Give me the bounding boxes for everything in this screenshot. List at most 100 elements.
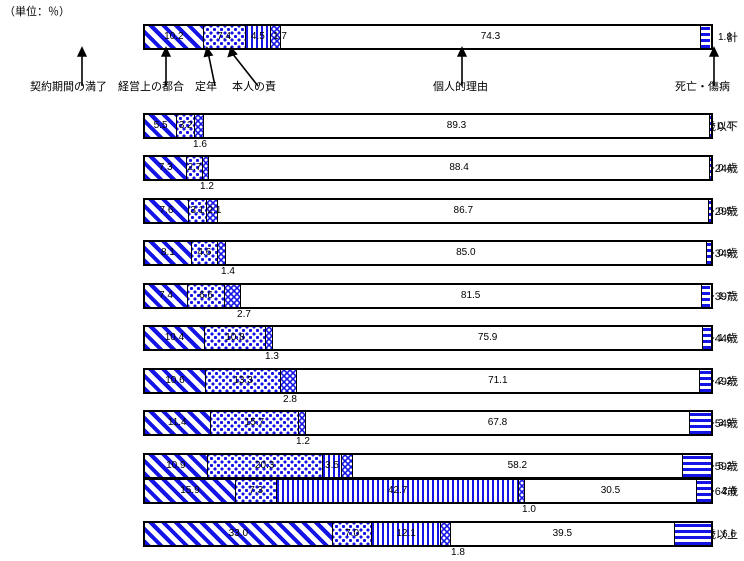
bar-30-34: 8.1 4.6 1.4 85.0 (143, 240, 713, 266)
segment-retire: 42.7 (276, 480, 518, 502)
bar-60-64: 15.9 7.3 42.7 1.0 30.5 (143, 478, 713, 504)
segment-self-value: 1.6 (193, 139, 207, 150)
segment-death-value: 6.6 (722, 528, 736, 540)
segment-self-value: 1.0 (522, 504, 536, 515)
segment-mgmt: 3.1 (188, 200, 206, 222)
segment-mgmt: 7.4 (202, 26, 245, 48)
segment-death (673, 523, 711, 545)
segment-value: 10.2 (164, 31, 184, 42)
segment-mgmt: 10.8 (203, 327, 265, 349)
segment-contract: 10.2 (145, 26, 203, 48)
segment-self-value: 2.7 (237, 309, 251, 320)
bar-45-49: 10.6 13.3 2.8 71.1 (143, 368, 713, 394)
unit-note: （単位：％） (4, 6, 70, 18)
segment-personal: 88.4 (208, 157, 709, 179)
bar-65-over: 33.0 7.0 12.1 1.8 39.5 (143, 521, 713, 547)
chart-row-45-49: 45〜49歳 10.6 13.3 2.8 71.1 2.2 2.8 (0, 368, 744, 405)
segment-self-value: 2.8 (283, 394, 297, 405)
segment-value: 81.5 (460, 290, 481, 301)
segment-contract: 7.3 (145, 157, 187, 179)
segment-value: 7.4 (217, 31, 232, 42)
segment-contract: 7.4 (145, 285, 187, 307)
segment-personal: 71.1 (296, 370, 699, 392)
segment-death-value: 0.5 (718, 205, 732, 217)
bar-20-24: 7.3 2.7 1.2 88.4 (143, 155, 713, 181)
leader-lines-svg (76, 46, 720, 87)
segment-personal: 67.8 (305, 412, 689, 434)
segment-contract: 10.9 (145, 455, 207, 477)
segment-mgmt: 7.0 (331, 523, 372, 545)
segment-death (708, 115, 711, 137)
segment-death: 1.8 (700, 26, 711, 48)
segment-value: 3.2 (178, 120, 193, 131)
segment-mgmt: 2.7 (186, 157, 202, 179)
segment-contract: 11.4 (145, 412, 210, 434)
chart-row-25-29: 25〜29歳 7.6 3.1 2.1 86.7 0.5 (0, 198, 744, 224)
segment-value: 10.6 (165, 375, 185, 386)
bar-50-54: 11.4 15.7 1.2 67.8 (143, 410, 713, 436)
segment-value: 71.1 (488, 375, 508, 386)
segment-self: 1.0 (517, 480, 524, 502)
segment-personal: 75.9 (272, 327, 702, 349)
segment-self: 1.7 (270, 26, 287, 48)
segment-death-value: 2.2 (718, 375, 732, 387)
segment-mgmt: 4.6 (190, 242, 217, 264)
legend-leader-lines (0, 46, 744, 92)
segment-value: 6.6 (199, 290, 213, 301)
segment-value: 58.2 (507, 460, 528, 471)
segment-mgmt: 15.7 (209, 412, 299, 434)
segment-value: 7.4 (158, 290, 173, 301)
segment-personal: 58.2 (352, 455, 682, 477)
segment-value: 1.7 (273, 31, 287, 42)
segment-value: 3.1 (190, 205, 205, 216)
segment-personal: 39.5 (450, 523, 674, 545)
segment-self: 2.7 (224, 285, 240, 307)
bar-under19: 5.5 3.2 1.6 89.3 (143, 113, 713, 139)
chart-row-50-54: 50〜54歳 11.4 15.7 1.2 67.8 3.9 1.2 (0, 410, 744, 447)
segment-value: 67.8 (487, 417, 508, 428)
legend-label-contract: 契約期間の満了 (30, 81, 107, 93)
segment-value: 15.7 (244, 417, 265, 428)
segment-value: 74.3 (480, 31, 501, 42)
segment-death (698, 370, 711, 392)
segment-death (688, 412, 711, 434)
segment-self-value: 1.4 (221, 266, 235, 277)
segment-personal: 74.3 (279, 26, 701, 48)
segment-value: 75.9 (477, 332, 498, 343)
segment-value: 7.0 (345, 528, 360, 539)
segment-value: 11.4 (167, 417, 187, 428)
segment-death-value: 0.4 (718, 120, 732, 132)
legend-label-mgmt: 経営上の都合 (118, 81, 184, 93)
segment-value: 8.1 (160, 247, 175, 258)
segment-self-value: 1.2 (200, 181, 214, 192)
segment-value: 3.5 (325, 460, 339, 471)
chart-row-35-39: 35〜39歳 7.4 6.6 2.7 81.5 1.7 2.7 (0, 283, 744, 320)
segment-death-value: 1.8 (718, 31, 732, 43)
segment-death (701, 327, 711, 349)
segment-self: 1.8 (439, 523, 451, 545)
segment-value: 39.5 (552, 528, 573, 539)
chart-row-total: 計 10.2 7.4 4.5 1.7 74.3 1.8 1.8 (0, 24, 744, 50)
segment-death (708, 157, 711, 179)
bar-55-59: 10.9 20.3 3.5 1.9 58.2 (143, 453, 713, 479)
segment-value: 30.5 (600, 485, 621, 496)
segment-value: 88.4 (449, 162, 469, 173)
segment-value: 15.9 (180, 485, 200, 496)
segment-mgmt: 6.6 (186, 285, 225, 307)
segment-value: 12.1 (396, 528, 416, 539)
segment-personal: 81.5 (239, 285, 701, 307)
row-label: 計 (727, 32, 738, 44)
segment-personal: 89.3 (203, 115, 709, 137)
chart-row-60-64: 60〜64歳 15.9 7.3 42.7 1.0 30.5 2.6 1.0 (0, 478, 744, 515)
bar-40-44: 10.4 10.8 1.3 75.9 (143, 325, 713, 351)
segment-death (700, 285, 711, 307)
legend-label-self: 本人の責 (232, 81, 276, 93)
segment-death-value: 0.9 (718, 247, 732, 259)
segment-mgmt: 7.3 (234, 480, 277, 502)
chart-row-20-24: 20〜24歳 7.3 2.7 1.2 88.4 0.4 1.2 (0, 155, 744, 192)
segment-value: 10.8 (225, 332, 245, 343)
segment-self-value: 1.3 (265, 351, 279, 362)
segment-self: 1.2 (298, 412, 306, 434)
chart-row-40-44: 40〜44歳 10.4 10.8 1.3 75.9 1.6 1.3 (0, 325, 744, 362)
segment-personal: 86.7 (217, 200, 709, 222)
